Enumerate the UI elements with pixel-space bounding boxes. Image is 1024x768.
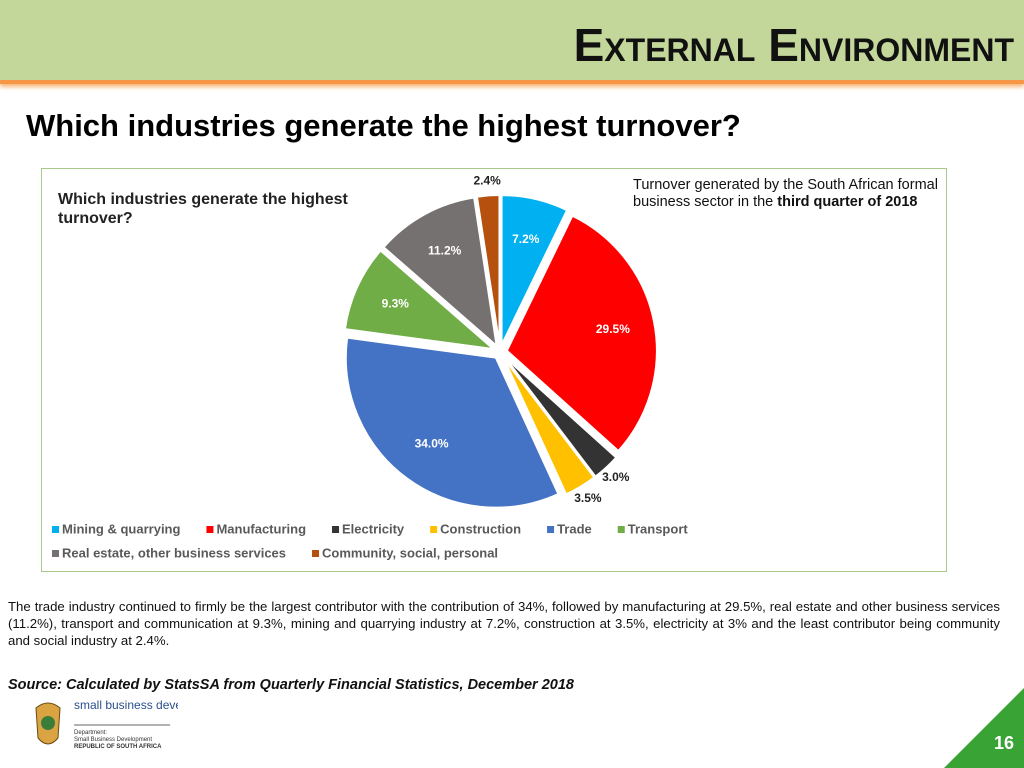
- legend-swatch: [547, 526, 555, 533]
- logo-country: REPUBLIC OF SOUTH AFRICA: [74, 744, 162, 750]
- body-text: The trade industry continued to firmly b…: [8, 599, 1000, 648]
- data-label: 3.5%: [574, 491, 602, 505]
- legend-label: Real estate, other business services: [62, 545, 286, 560]
- pie-slice: [344, 336, 560, 509]
- legend-swatch: [206, 526, 214, 533]
- legend-label: Trade: [557, 521, 592, 536]
- legend-swatch: [52, 526, 59, 533]
- legend-label: Electricity: [342, 521, 405, 536]
- data-label: 7.2%: [512, 232, 540, 246]
- pie-slice: [505, 214, 658, 453]
- data-label: 2.4%: [473, 174, 501, 188]
- pie-slice: [343, 249, 497, 351]
- slide-title: External Environment: [573, 19, 1014, 71]
- annotation-bold: third quarter of 2018: [777, 194, 918, 210]
- chart-annotation: Turnover generated by the South African …: [633, 177, 938, 211]
- logo-department-name: Small Business Development: [74, 737, 152, 743]
- legend-swatch: [617, 526, 625, 533]
- data-label: 29.5%: [596, 322, 630, 336]
- pie-slice: [382, 196, 499, 349]
- logo-name: small business development: [74, 698, 178, 712]
- legend-label: Community, social, personal: [322, 545, 498, 560]
- data-label: 3.0%: [602, 470, 630, 484]
- pie-slice: [502, 357, 596, 496]
- source: Source: Calculated by StatsSA from Quart…: [8, 677, 574, 693]
- pie-slice: [475, 194, 501, 346]
- chart: 7.2% 29.5% 3.0%3.5% 34.0% 9.3% 11.2% 2.4% Minin…: [52, 174, 689, 560]
- chart-box: 7.2% 29.5% 3.0% 3.5% 34.0% 9.3% 11.2% 2.4% Minin…: [41, 168, 947, 572]
- legend-label: Transport: [628, 521, 689, 536]
- pie-slice: [500, 194, 569, 346]
- annotation-text: Turnover generated by the South African …: [633, 177, 938, 210]
- legend-swatch: [52, 550, 59, 557]
- logo-department: Department:: [74, 730, 107, 736]
- chart-title: Which industries generate the highest tu…: [58, 191, 348, 227]
- legend-swatch: [312, 550, 320, 557]
- page-corner: [944, 688, 1024, 768]
- data-label: 34.0%: [415, 437, 449, 451]
- page-number: 16: [993, 733, 1014, 753]
- logo: small business development Department: S…: [35, 698, 178, 750]
- slide-subtitle: Which industries generate the highest tu…: [26, 108, 741, 143]
- legend-label: Manufacturing: [216, 521, 306, 536]
- legend-label: Mining & quarrying: [62, 521, 181, 536]
- legend-swatch: [430, 526, 438, 533]
- data-label: 11.2%: [428, 243, 462, 257]
- data-label: 9.3%: [382, 297, 410, 311]
- header-bar: [0, 0, 1024, 84]
- pie-slice: [503, 356, 618, 478]
- legend-swatch: [332, 526, 340, 533]
- logo-emblem-center: [41, 716, 55, 730]
- legend-label: Construction: [440, 521, 521, 536]
